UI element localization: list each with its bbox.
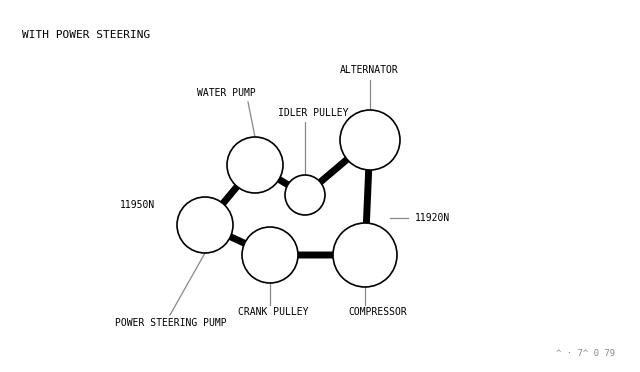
Ellipse shape — [227, 137, 283, 193]
Text: WATER PUMP: WATER PUMP — [197, 88, 256, 98]
Text: IDLER PULLEY: IDLER PULLEY — [278, 108, 349, 118]
Text: 11920N: 11920N — [415, 213, 451, 223]
Text: CRANK PULLEY: CRANK PULLEY — [238, 307, 308, 317]
Text: ^ · 7^ 0 79: ^ · 7^ 0 79 — [556, 349, 615, 358]
Ellipse shape — [177, 197, 233, 253]
Ellipse shape — [285, 175, 325, 215]
Text: WITH POWER STEERING: WITH POWER STEERING — [22, 30, 150, 40]
Text: 11950N: 11950N — [120, 200, 155, 210]
Ellipse shape — [242, 227, 298, 283]
Text: ALTERNATOR: ALTERNATOR — [340, 65, 399, 75]
Text: POWER STEERING PUMP: POWER STEERING PUMP — [115, 318, 227, 328]
Ellipse shape — [340, 110, 400, 170]
Ellipse shape — [333, 223, 397, 287]
Text: COMPRESSOR: COMPRESSOR — [348, 307, 407, 317]
